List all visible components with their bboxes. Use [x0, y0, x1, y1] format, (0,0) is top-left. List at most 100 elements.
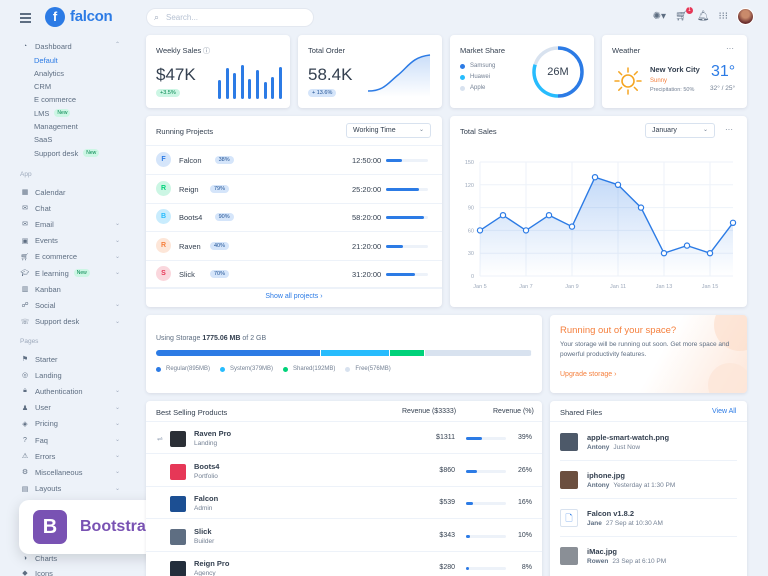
- x-tick-label: Jan 7: [519, 284, 532, 290]
- sidebar-item-dashboard[interactable]: ◔ Dashboard: [20, 40, 72, 52]
- sidebar-item-e-learning[interactable]: 🎓︎ E learning New: [20, 267, 90, 279]
- file-name[interactable]: Falcon v1.8.2: [587, 509, 635, 518]
- cart-icon[interactable]: 🛒︎ 1: [675, 6, 693, 22]
- project-avatar: B: [156, 209, 171, 224]
- sidebar-item-support-desk[interactable]: Support desk New: [34, 147, 100, 159]
- sidebar-item-email[interactable]: ✉ Email: [20, 218, 54, 230]
- sidebar-item-user[interactable]: ♟ User: [20, 402, 51, 414]
- product-name[interactable]: Raven Pro: [194, 429, 232, 438]
- product-name[interactable]: Boots4: [194, 461, 220, 471]
- sales-point: [637, 204, 645, 211]
- project-name[interactable]: Boots4: [179, 213, 203, 222]
- legend-dot: [460, 85, 465, 91]
- product-revenue: $539: [439, 499, 455, 506]
- sidebar-item-analytics[interactable]: Analytics: [34, 67, 64, 79]
- sidebar-item-label: E commerce: [35, 252, 78, 262]
- falcon-logo-icon[interactable]: f: [45, 7, 65, 27]
- y-tick-label: 60: [468, 228, 474, 234]
- divider: [146, 453, 542, 454]
- y-tick-label: 0: [471, 274, 474, 280]
- sidebar-item-layouts[interactable]: ▤ Layouts: [20, 483, 62, 495]
- brand-name[interactable]: falcon: [70, 8, 113, 25]
- project-progress-fill: [386, 159, 402, 162]
- donut-slice: [532, 64, 559, 98]
- project-name[interactable]: Raven: [179, 241, 201, 251]
- calendar-icon: ▦: [21, 189, 29, 196]
- total-sales-title: Total Sales: [460, 127, 497, 136]
- sidebar-item-lms[interactable]: LMS New: [34, 107, 71, 119]
- sidebar-item-faq[interactable]: ? Faq: [20, 434, 48, 446]
- legend-item: Apple: [460, 85, 485, 91]
- project-name[interactable]: Reign: [179, 184, 199, 194]
- show-all-projects-link[interactable]: Show all projects ›: [265, 293, 323, 300]
- legend-label: Samsung: [470, 63, 496, 69]
- info-icon[interactable]: ⓘ: [203, 48, 210, 55]
- shared-files-title: Shared Files: [560, 408, 603, 417]
- x-tick-label: Jan 15: [702, 284, 719, 290]
- legend-dot: [460, 74, 465, 80]
- sidebar-item-charts[interactable]: ◑ Charts: [20, 552, 57, 564]
- divider: [146, 518, 542, 519]
- legend-label: Apple: [470, 85, 486, 91]
- file-meta: Jane 27 Sep at 10:30 AM: [587, 520, 663, 527]
- view-all-link[interactable]: View All: [712, 408, 737, 415]
- weekly-sales-change: +3.5%: [156, 89, 180, 97]
- file-name[interactable]: iMac.jpg: [587, 547, 618, 556]
- month-select[interactable]: January ⌄: [645, 123, 715, 138]
- sidebar-item-starter[interactable]: ⚑ Starter: [20, 353, 58, 365]
- divider: [146, 485, 542, 487]
- storage-total: of 2 GB: [242, 335, 267, 342]
- product-name[interactable]: Falcon: [194, 494, 219, 503]
- sidebar-item-chat[interactable]: ✉ Chat: [20, 202, 51, 214]
- product-percent: 10%: [517, 531, 532, 539]
- sidebar-item-landing[interactable]: ◎ Landing: [20, 369, 62, 381]
- sidebar-item-kanban[interactable]: ▥ Kanban: [20, 283, 61, 295]
- sidebar-item-social[interactable]: ☍ Social: [20, 299, 55, 311]
- sidebar-item-management[interactable]: Management: [34, 121, 78, 133]
- sidebar-item-authentication[interactable]: 🔒︎ Authentication: [20, 385, 82, 397]
- apps-icon[interactable]: ⁝⁝⁝: [718, 10, 728, 22]
- sidebar-item-saas[interactable]: SaaS: [34, 134, 52, 146]
- storage-segment: [425, 350, 532, 356]
- search-input[interactable]: ⌕ Search...: [146, 8, 314, 27]
- donut-slice: [533, 46, 559, 66]
- weekly-sales-value: $47K: [156, 65, 196, 84]
- sidebar-item-e-commerce[interactable]: 🛒︎ E commerce: [20, 251, 78, 263]
- upgrade-storage-link[interactable]: Upgrade storage ›: [560, 371, 617, 378]
- sidebar-item-crm[interactable]: CRM: [34, 81, 51, 93]
- weather-title: Weather: [612, 46, 641, 55]
- sidebar-item-e-commerce[interactable]: E commerce: [34, 94, 76, 106]
- file-name[interactable]: apple-smart-watch.png: [587, 433, 670, 442]
- sidebar-item-support-desk[interactable]: ☏ Support desk: [20, 316, 80, 328]
- file-name[interactable]: iphone.jpg: [587, 471, 625, 480]
- more-options-icon[interactable]: ···: [726, 44, 734, 53]
- x-tick-label: Jan 9: [565, 284, 578, 290]
- project-name[interactable]: Falcon: [179, 156, 202, 165]
- chevron-down-icon: ⌄: [115, 253, 121, 260]
- weather-range: 32° / 25°: [710, 85, 736, 92]
- sidebar-item-calendar[interactable]: ▦ Calendar: [20, 186, 66, 198]
- menu-icon[interactable]: [20, 13, 31, 25]
- drag-handle-icon[interactable]: ⇌: [157, 436, 163, 443]
- product-name[interactable]: Reign Pro: [194, 559, 230, 568]
- product-thumbnail: [170, 431, 186, 447]
- sidebar-item-miscellaneous[interactable]: ⚙ Miscellaneous: [20, 466, 83, 478]
- sidebar-item-default[interactable]: Default: [34, 54, 58, 66]
- chevron-down-icon: ⌄: [115, 404, 121, 411]
- market-share-title: Market Share: [460, 46, 506, 55]
- more-options-icon[interactable]: ···: [725, 125, 733, 134]
- sidebar-item-icons[interactable]: ◆ Icons: [20, 567, 53, 576]
- x-tick-label: Jan 5: [473, 284, 486, 290]
- bell-icon[interactable]: 🔔︎: [696, 10, 710, 22]
- settings-icon[interactable]: ✺▾: [652, 10, 667, 22]
- working-time-select[interactable]: Working Time ⌄: [346, 123, 431, 138]
- sidebar-item-events[interactable]: ▣ Events: [20, 235, 58, 247]
- product-category: Admin: [194, 505, 213, 512]
- sidebar-item-errors[interactable]: ⚠ Errors: [20, 450, 56, 462]
- sidebar-item-pricing[interactable]: ◈ Pricing: [20, 418, 58, 430]
- sidebar-item-label: Errors: [35, 451, 56, 461]
- product-name[interactable]: Slick: [194, 526, 212, 536]
- project-name[interactable]: Slick: [179, 270, 195, 279]
- divider: [560, 536, 737, 537]
- user-avatar[interactable]: [737, 7, 754, 25]
